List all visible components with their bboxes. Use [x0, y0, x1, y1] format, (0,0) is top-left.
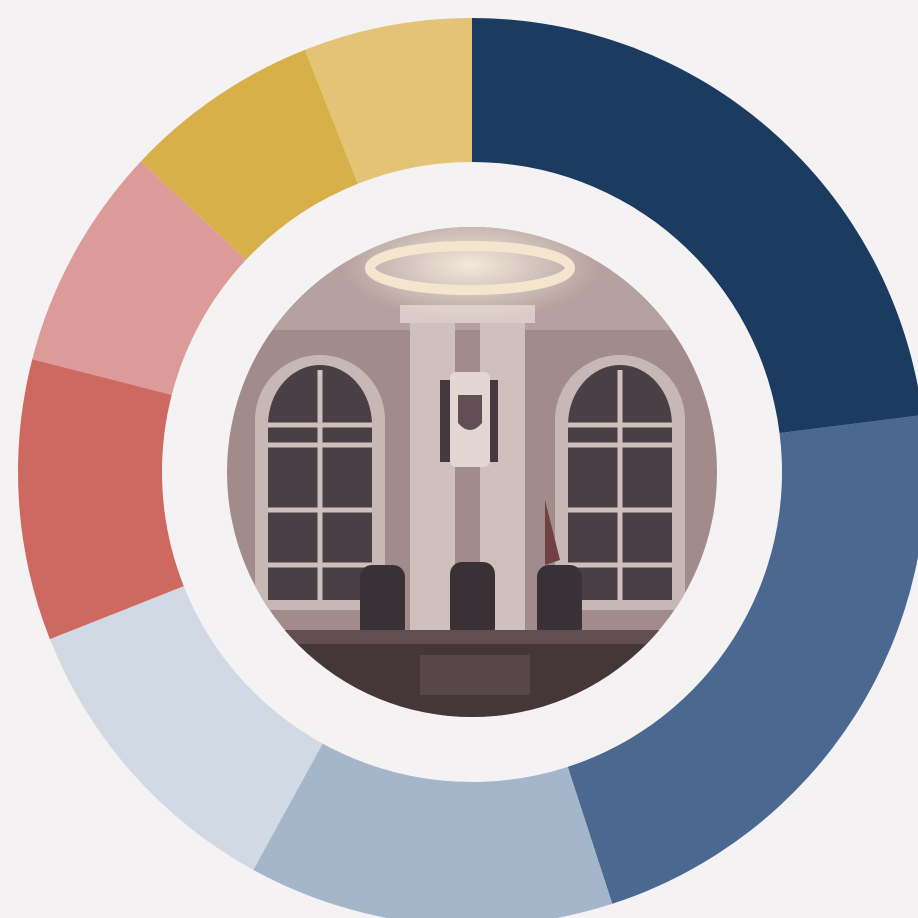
page: {"chart_data": {"type": "donut", "values… [0, 0, 918, 918]
chart [0, 0, 918, 918]
